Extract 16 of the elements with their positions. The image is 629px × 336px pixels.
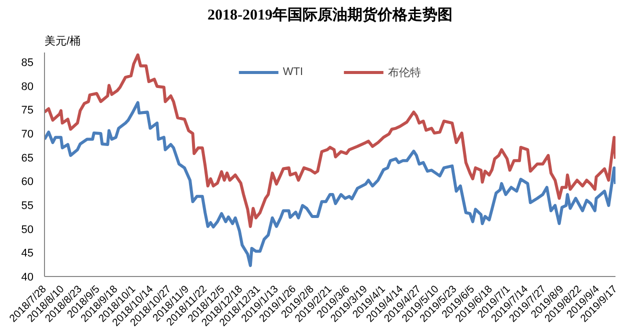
legend-label: 布伦特 — [388, 66, 422, 80]
y-tick-label: 50 — [21, 224, 34, 236]
y-tick-label: 40 — [21, 272, 34, 284]
y-tick-label: 85 — [21, 57, 34, 70]
y-tick-label: 65 — [21, 152, 34, 164]
y-tick-label: 45 — [21, 248, 34, 260]
y-tick-label: 55 — [21, 200, 34, 212]
line-series — [44, 101, 616, 268]
chart-title: 2018-2019年国际原油期货价格走势图 — [208, 6, 452, 24]
line-series — [44, 53, 616, 228]
y-tick-label: 75 — [21, 104, 34, 117]
y-tick-label: 60 — [21, 176, 34, 188]
y-axis-title: 美元/桶 — [44, 34, 81, 48]
legend-label: WTI — [282, 66, 304, 78]
y-tick-label: 80 — [21, 80, 34, 93]
y-tick-label: 70 — [21, 128, 34, 141]
